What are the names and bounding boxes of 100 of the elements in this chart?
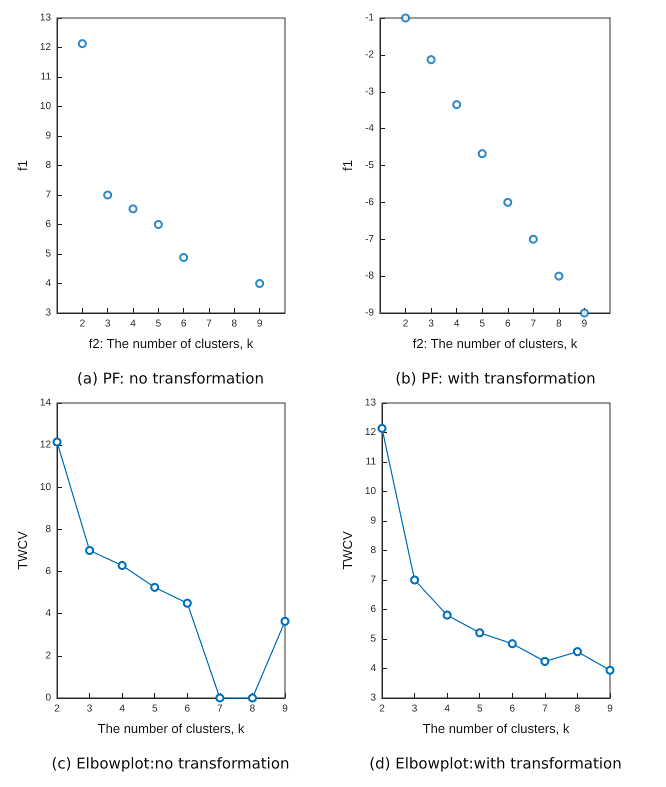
x-tick-label: 9 [256, 318, 263, 330]
y-axis-title: TWCV [340, 531, 355, 570]
y-tick-label: 13 [364, 398, 376, 408]
y-tick-label: 7 [45, 190, 52, 200]
y-tick-label: 14 [40, 398, 52, 408]
point [503, 198, 512, 207]
point [150, 582, 160, 592]
x-tick-label: 8 [232, 318, 238, 330]
y-tick-label: -1 [365, 12, 374, 24]
x-tick-label: 5 [156, 318, 162, 330]
x-tick-label: 6 [184, 704, 191, 714]
x-tick-label: 7 [206, 318, 212, 330]
y-tick-label: 5 [370, 634, 376, 644]
x-tick-label: 3 [428, 318, 434, 330]
y-tick-label: 13 [40, 12, 52, 24]
text: (d) Elbowplot:with transformation [369, 754, 622, 772]
point [410, 576, 420, 584]
point [540, 656, 550, 666]
point [478, 149, 487, 158]
point [554, 272, 564, 281]
point [426, 55, 436, 64]
y-tick-label: 8 [45, 160, 52, 171]
point [452, 100, 462, 110]
y-tick-label: -9 [365, 308, 374, 318]
point [401, 14, 410, 22]
x-tick-label: 2 [80, 318, 86, 330]
y-tick-label: 4 [45, 608, 52, 620]
y-tick-label: -2 [365, 49, 374, 60]
y-tick-label: 6 [45, 219, 52, 230]
x-axis-title: f2: The number of clusters, k [88, 336, 254, 351]
y-axis-title: TWCV [15, 531, 30, 570]
x-tick-label: 5 [152, 704, 158, 714]
y-tick-label: 4 [45, 278, 52, 289]
text: (b) PF: with transformation [395, 370, 596, 388]
point [580, 308, 589, 318]
x-tick-label: 6 [180, 318, 187, 330]
y-tick-label: 10 [40, 482, 52, 493]
x-tick-label: 5 [479, 318, 486, 330]
y-tick-label: 12 [40, 42, 52, 53]
x-tick-label: 2 [402, 318, 409, 330]
y-tick-label: 10 [40, 101, 52, 112]
point [128, 204, 138, 214]
y-tick-label: 5 [45, 248, 52, 260]
x-axis-title: f2: The number of clusters, k [412, 336, 578, 351]
point [118, 560, 127, 570]
x-tick-label: 6 [504, 318, 511, 330]
x-tick-label: 3 [104, 318, 111, 330]
x-tick-label: 7 [530, 318, 537, 330]
x-tick-label: 3 [86, 704, 93, 714]
y-tick-label: 11 [40, 72, 52, 82]
point [182, 598, 192, 608]
x-tick-label: 9 [582, 318, 588, 330]
x-tick-label: 4 [130, 318, 136, 330]
x-tick-label: 9 [282, 704, 288, 714]
x-tick-label: 2 [379, 704, 386, 714]
x-tick-label: 8 [574, 704, 581, 714]
x-tick-label: 9 [607, 704, 614, 714]
x-tick-label: 5 [476, 704, 483, 714]
x-tick-label: 4 [454, 318, 460, 330]
point [508, 639, 517, 648]
y-axis-title: f1 [15, 160, 30, 171]
x-axis-title: The number of clusters, k [98, 721, 245, 736]
point [606, 666, 614, 675]
point [442, 610, 452, 620]
x-tick-label: 2 [54, 704, 60, 714]
y-tick-label: 12 [364, 427, 376, 438]
point [255, 279, 264, 288]
x-tick-label: 4 [119, 704, 126, 714]
x-tick-label: 7 [542, 704, 548, 714]
y-tick-label: 6 [370, 604, 376, 615]
y-tick-label: 3 [370, 692, 376, 704]
y-tick-label: -7 [365, 234, 374, 245]
x-tick-label: 7 [217, 704, 224, 714]
point [103, 190, 112, 200]
point [215, 694, 224, 702]
point [78, 39, 87, 48]
x-tick-label: 8 [250, 704, 256, 714]
point [154, 220, 163, 229]
point [85, 546, 94, 555]
x-tick-label: 4 [444, 704, 450, 714]
y-tick-label: 8 [45, 524, 52, 535]
x-tick-label: 6 [510, 704, 516, 714]
y-tick-label: -8 [365, 270, 374, 282]
y-tick-label: 4 [370, 663, 376, 674]
text: (c) Elbowplot:no transformation [51, 754, 290, 772]
x-tick-label: 3 [412, 704, 418, 714]
y-tick-label: 8 [370, 545, 376, 556]
y-tick-label: 10 [364, 486, 376, 497]
point [280, 616, 290, 626]
y-tick-label: 6 [45, 566, 52, 578]
point [378, 424, 387, 433]
x-tick-label: 8 [556, 318, 562, 330]
y-tick-label: 3 [45, 308, 52, 318]
y-tick-label: -3 [365, 86, 374, 98]
y-tick-label: 9 [45, 130, 52, 142]
y-axis-title: f1 [340, 160, 355, 171]
y-tick-label: -5 [365, 160, 374, 171]
point [475, 628, 484, 638]
y-tick-label: 0 [45, 692, 52, 704]
point [572, 647, 582, 656]
